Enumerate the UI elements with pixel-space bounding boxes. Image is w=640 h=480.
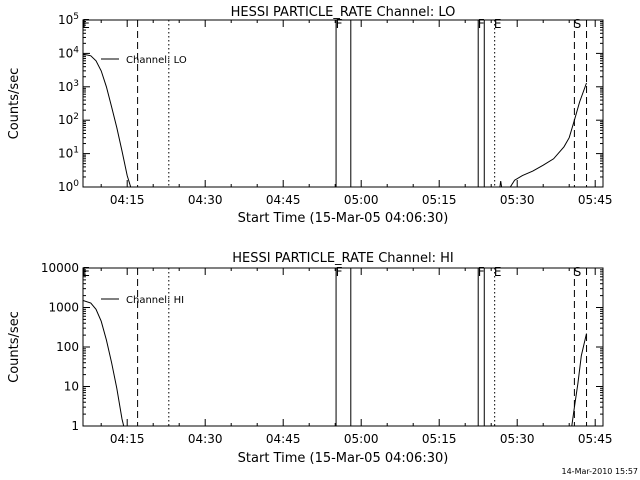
plot-frame bbox=[82, 267, 604, 427]
x-tick-label: 05:15 bbox=[422, 432, 457, 446]
marker-label: E bbox=[494, 17, 502, 31]
y-tick-label: 103 bbox=[58, 79, 79, 94]
x-tick-label: 04:30 bbox=[188, 193, 223, 207]
plot-frame bbox=[82, 19, 604, 188]
chart-title: HESSI PARTICLE_RATE Channel: HI bbox=[232, 251, 453, 266]
y-tick-label: 105 bbox=[58, 12, 79, 27]
series-line bbox=[571, 333, 587, 426]
marker-label: S bbox=[574, 17, 582, 31]
marker-label: F bbox=[336, 17, 343, 31]
y-tick-label: 102 bbox=[58, 112, 79, 127]
marker-label: F bbox=[336, 265, 343, 279]
y-tick-label: 101 bbox=[58, 146, 79, 161]
x-tick-label: 05:45 bbox=[578, 193, 613, 207]
panel-lo-channel: HESSI PARTICLE_RATE Channel: LO 04:15 04:3… bbox=[7, 5, 612, 226]
y-tick-label: 100 bbox=[56, 340, 79, 354]
plot-area bbox=[83, 268, 588, 426]
series-line bbox=[83, 300, 125, 426]
x-tick-label: 05:00 bbox=[344, 432, 379, 446]
x-axis-label: Start Time (15-Mar-05 04:06:30) bbox=[238, 211, 449, 226]
x-axis-label: Start Time (15-Mar-05 04:06:30) bbox=[238, 451, 449, 466]
x-tick-label: 05:00 bbox=[344, 193, 379, 207]
y-tick-label: 100 bbox=[58, 179, 79, 194]
marker-label: E bbox=[82, 265, 90, 279]
y-tick-label: 10000 bbox=[41, 261, 79, 275]
marker-label: E bbox=[494, 265, 502, 279]
series-line bbox=[499, 181, 503, 187]
x-tick-label: 05:30 bbox=[500, 432, 535, 446]
marker-label: S bbox=[574, 265, 582, 279]
panel-hi-channel: HESSI PARTICLE_RATE Channel: HI 04:15 04:3… bbox=[7, 251, 612, 466]
legend-label: Channel: LO bbox=[126, 55, 187, 66]
y-tick-label: 104 bbox=[58, 45, 79, 60]
x-tick-label: 04:15 bbox=[110, 432, 145, 446]
x-tick-label: 05:15 bbox=[422, 193, 457, 207]
x-tick-label: 04:15 bbox=[110, 193, 145, 207]
y-axis-label: Counts/sec bbox=[7, 68, 22, 140]
marker-label: E bbox=[82, 17, 90, 31]
x-tick-label: 05:45 bbox=[578, 432, 613, 446]
marker-label: F bbox=[478, 265, 485, 279]
y-tick-label: 1 bbox=[71, 419, 79, 433]
x-tick-label: 04:45 bbox=[266, 432, 301, 446]
date-stamp: 14-Mar-2010 15:57 bbox=[562, 467, 639, 476]
marker-label: F bbox=[478, 17, 485, 31]
series-line bbox=[509, 82, 587, 187]
plot-area bbox=[83, 20, 588, 187]
x-tick-label: 05:30 bbox=[500, 193, 535, 207]
legend-label: Channel: HI bbox=[126, 295, 184, 306]
chart-title: HESSI PARTICLE_RATE Channel: LO bbox=[231, 5, 456, 20]
series-line bbox=[83, 53, 132, 187]
y-tick-label: 10 bbox=[64, 380, 79, 394]
y-axis-label: Counts/sec bbox=[7, 311, 22, 383]
y-tick-label: 1000 bbox=[48, 301, 79, 315]
x-tick-label: 04:45 bbox=[266, 193, 301, 207]
x-tick-label: 04:30 bbox=[188, 432, 223, 446]
